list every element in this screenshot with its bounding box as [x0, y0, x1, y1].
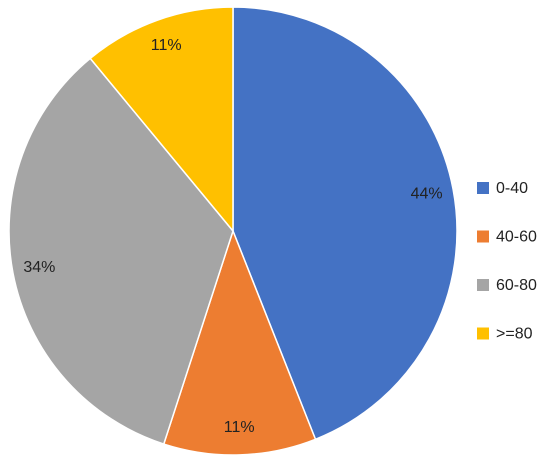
data-label: 34%: [23, 259, 55, 276]
legend-label: 0-40: [496, 180, 528, 197]
data-label: 11%: [151, 37, 182, 54]
pie-slice: [232, 6, 458, 441]
legend-swatch: [477, 230, 489, 243]
data-label: 44%: [411, 185, 443, 202]
pie-slice: [8, 57, 234, 445]
pie-slice: [89, 6, 234, 234]
pie-slice: [162, 228, 317, 456]
legend-label: >=80: [496, 326, 533, 343]
legend-swatch: [477, 279, 489, 291]
legend-label: 60-80: [496, 277, 537, 294]
data-label: 11%: [224, 419, 255, 436]
legend-swatch: [477, 182, 489, 194]
legend-swatch: [477, 327, 489, 340]
legend-label: 40-60: [496, 229, 537, 246]
